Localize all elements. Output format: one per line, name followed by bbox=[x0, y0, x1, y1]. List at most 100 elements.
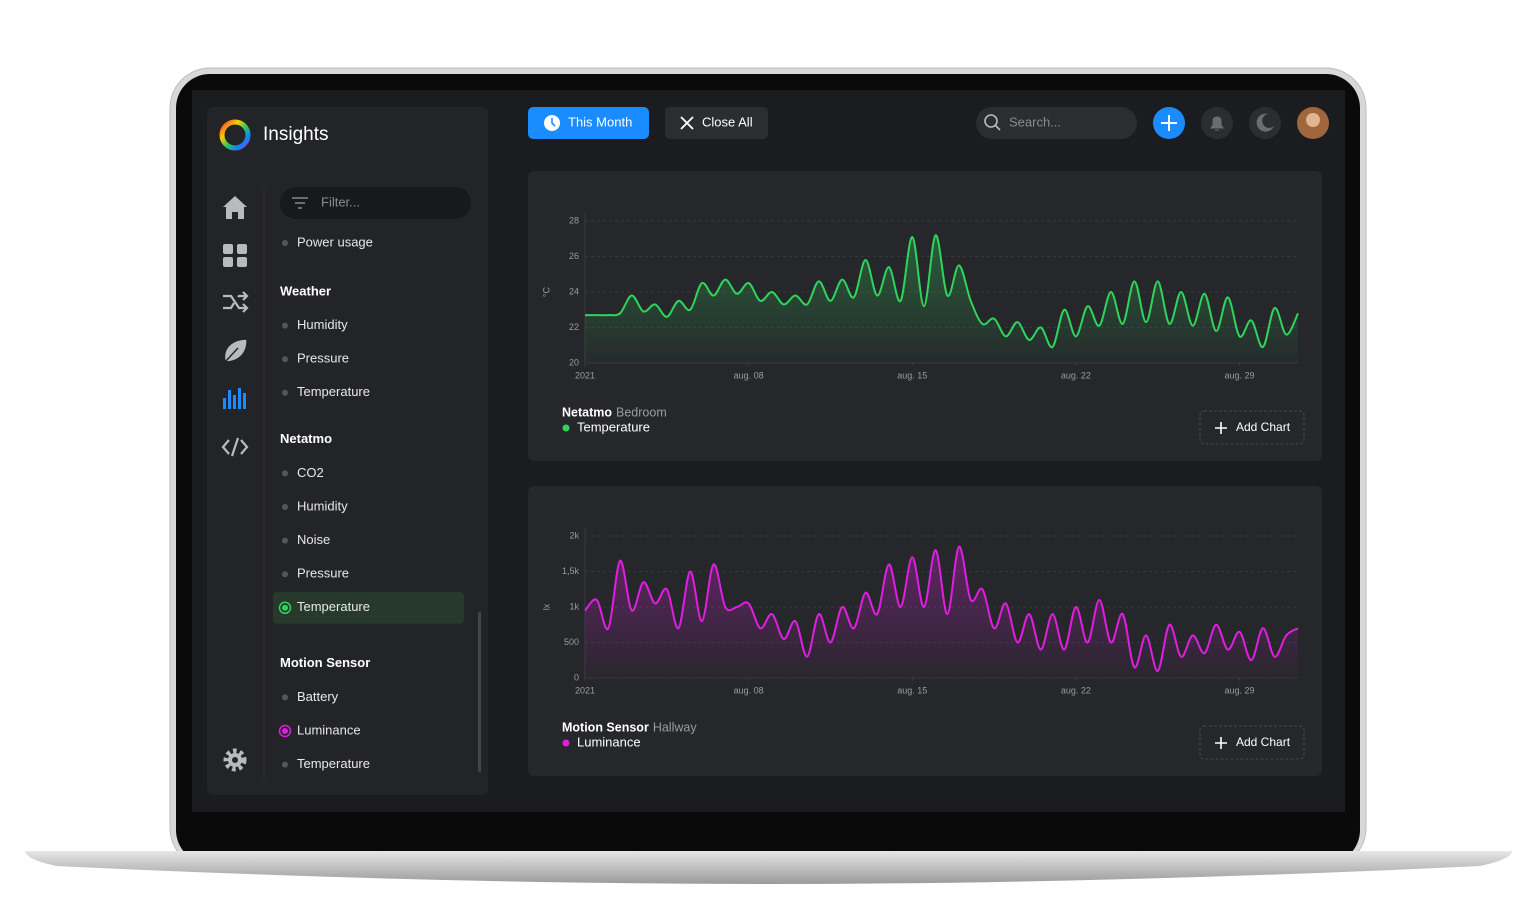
clock-hands bbox=[551, 118, 556, 127]
sidebar-item[interactable]: Humidity bbox=[297, 498, 348, 513]
home-icon[interactable] bbox=[223, 196, 247, 219]
sidebar-item[interactable]: Pressure bbox=[297, 566, 349, 581]
y-tick-label: 1,5k bbox=[562, 566, 580, 576]
avatar-face bbox=[1306, 113, 1320, 127]
dashboard-icon[interactable] bbox=[223, 244, 233, 254]
y-axis-label: lx bbox=[541, 603, 551, 610]
y-tick-label: 28 bbox=[569, 215, 579, 225]
legend-label: Luminance bbox=[577, 734, 641, 749]
leaf-icon[interactable] bbox=[223, 338, 248, 363]
device-name: Motion Sensor bbox=[562, 720, 649, 734]
item-dot-ring bbox=[278, 601, 292, 615]
y-tick-label: 24 bbox=[569, 286, 579, 296]
sidebar-item[interactable]: Temperature bbox=[297, 599, 370, 614]
area-fill bbox=[585, 235, 1298, 363]
charts: 20 22 24 26 28 2021 aug. 08 aug. 15 aug. 22 aug. … bbox=[541, 213, 1305, 760]
sidebar-item[interactable]: Temperature bbox=[297, 384, 370, 399]
add-chart-label[interactable]: Add Chart bbox=[1236, 420, 1291, 434]
sidebar-item[interactable]: CO2 bbox=[297, 465, 324, 480]
x-tick-label: aug. 08 bbox=[734, 370, 764, 380]
close-label[interactable]: Close All bbox=[702, 114, 753, 129]
add-chart-label[interactable]: Add Chart bbox=[1236, 735, 1291, 749]
item-dot bbox=[282, 604, 288, 611]
y-tick-label: 26 bbox=[569, 251, 579, 261]
legend-dot bbox=[562, 424, 570, 432]
y-tick-label: 1k bbox=[569, 601, 579, 611]
x-tick-label: aug. 29 bbox=[1225, 685, 1255, 695]
item-dot bbox=[282, 240, 288, 246]
period-button[interactable] bbox=[528, 107, 649, 139]
device-location: Hallway bbox=[653, 720, 698, 734]
period-label[interactable]: This Month bbox=[568, 114, 632, 129]
sidebar-item[interactable]: Noise bbox=[297, 532, 330, 547]
device-location: Bedroom bbox=[616, 405, 667, 419]
device-name: Netatmo bbox=[562, 405, 612, 419]
y-tick-label: 22 bbox=[569, 322, 579, 332]
moon-icon bbox=[1256, 113, 1274, 132]
item-dot bbox=[282, 322, 288, 329]
search-box[interactable] bbox=[976, 107, 1137, 139]
add-chart-button[interactable] bbox=[1199, 410, 1305, 445]
settings-icon[interactable] bbox=[223, 748, 247, 772]
theme-button[interactable] bbox=[1249, 107, 1281, 139]
add-chart-icon bbox=[1215, 422, 1227, 434]
item-dot bbox=[282, 504, 288, 510]
legend-dot bbox=[562, 739, 570, 747]
sidebar-item[interactable]: Power usage bbox=[297, 234, 373, 249]
item-dot-ring bbox=[278, 724, 292, 738]
laptop-base bbox=[25, 851, 1512, 884]
item-dot bbox=[282, 571, 288, 578]
add-icon bbox=[1161, 115, 1177, 131]
sidebar-group-title: Weather bbox=[280, 283, 331, 298]
x-tick-label: aug. 29 bbox=[1225, 370, 1255, 380]
item-dot bbox=[282, 761, 288, 768]
x-tick-label: aug. 08 bbox=[734, 685, 764, 695]
app-title: Insights bbox=[263, 124, 328, 145]
filter-box[interactable] bbox=[280, 187, 471, 219]
dashboard-icon[interactable] bbox=[237, 244, 247, 254]
add-chart-icon bbox=[1215, 737, 1227, 749]
x-tick-label: aug. 15 bbox=[897, 370, 927, 380]
scrollbar[interactable] bbox=[478, 612, 481, 772]
dashboard-icon[interactable] bbox=[237, 257, 247, 267]
sidebar-group-title: Motion Sensor bbox=[280, 655, 370, 670]
close-icon bbox=[680, 116, 694, 130]
sidebar-group-title: Netatmo bbox=[280, 431, 332, 446]
code-icon[interactable] bbox=[221, 437, 249, 457]
y-tick-label: 20 bbox=[569, 357, 579, 367]
insights-icon[interactable] bbox=[223, 388, 246, 409]
sidebar-list: Power usage Weather Humidity Pressure Temper… bbox=[273, 234, 464, 771]
close-button[interactable] bbox=[665, 107, 768, 139]
shuffle-icon[interactable] bbox=[223, 291, 249, 313]
item-dot bbox=[282, 389, 288, 396]
sidebar-item[interactable]: Luminance bbox=[297, 722, 361, 737]
settings-icon[interactable] bbox=[232, 757, 238, 763]
series-line bbox=[584, 234, 1299, 349]
y-tick-label: 0 bbox=[574, 672, 579, 682]
legend-label: Temperature bbox=[577, 419, 650, 434]
add-chart-button[interactable] bbox=[1199, 725, 1305, 760]
filter-placeholder[interactable]: Filter... bbox=[321, 194, 360, 209]
x-tick-label: aug. 22 bbox=[1061, 370, 1091, 380]
y-tick-label: 2k bbox=[569, 530, 579, 540]
series-line bbox=[584, 545, 1299, 672]
sidebar-item[interactable]: Battery bbox=[297, 689, 339, 704]
bell-icon bbox=[1210, 116, 1224, 131]
item-dot bbox=[282, 728, 288, 734]
sidebar-item[interactable]: Pressure bbox=[297, 351, 349, 366]
search-placeholder[interactable]: Search... bbox=[1009, 114, 1061, 129]
selected-item-bg bbox=[273, 591, 464, 624]
sidebar-item[interactable]: Humidity bbox=[297, 317, 348, 332]
dashboard-icon[interactable] bbox=[223, 257, 233, 267]
nav-icons[interactable] bbox=[221, 196, 249, 772]
y-tick-label: 500 bbox=[564, 637, 579, 647]
search-icon bbox=[994, 124, 1001, 131]
area-fill bbox=[585, 546, 1298, 678]
item-dot bbox=[282, 694, 288, 701]
x-tick-label: 2021 bbox=[575, 370, 595, 380]
item-dot bbox=[282, 356, 288, 363]
item-dot bbox=[282, 470, 288, 477]
sidebar-item[interactable]: Temperature bbox=[297, 756, 370, 771]
